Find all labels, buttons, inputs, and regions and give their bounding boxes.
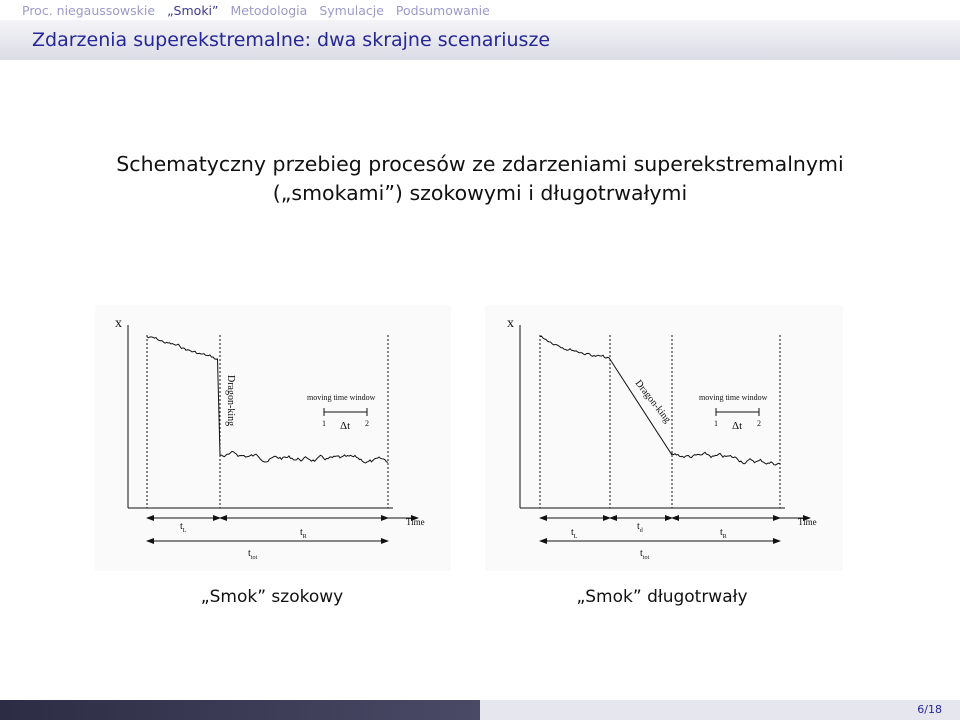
nav-item[interactable]: Metodologia (230, 2, 308, 18)
symbol: t (640, 548, 643, 559)
nav-item[interactable]: Podsumowanie (395, 2, 490, 18)
slide-title: Zdarzenia superekstremalne: dwa skrajne … (32, 29, 551, 51)
interval-label: td (637, 521, 643, 534)
body-text: Schematyczny przebieg procesów ze zdarze… (0, 150, 960, 208)
subscript: R (303, 534, 307, 540)
window-start: 1 (714, 419, 718, 428)
subscript: L (574, 534, 578, 540)
symbol: t (180, 521, 183, 532)
nav-item[interactable]: Symulacje (319, 2, 384, 18)
footer: 6/18 (0, 700, 960, 720)
caption: „Smok” szokowy (200, 587, 344, 607)
window-delta: Δt (732, 420, 742, 432)
dragon-king-label: Dragon-king (225, 375, 236, 426)
footer-left (0, 700, 480, 720)
window-end: 2 (365, 419, 369, 428)
page-number: 6/18 (917, 703, 942, 716)
symbol: t (637, 521, 640, 532)
interval-label: tL (571, 527, 578, 540)
subscript: L (183, 528, 187, 534)
subscript: tot (251, 555, 258, 561)
subscript: R (723, 534, 727, 540)
interval-label: tR (720, 527, 727, 540)
nav-item[interactable]: „Smoki” (167, 2, 219, 18)
window-title: moving time window (699, 393, 768, 402)
figure-background (485, 305, 843, 571)
subscript: tot (643, 555, 650, 561)
subscript: d (640, 528, 643, 534)
axis-label: x (507, 316, 514, 331)
curve (146, 336, 389, 464)
nav-bar: Proc. niegaussowskie „Smoki” Metodologia… (0, 0, 960, 20)
symbol: t (300, 527, 303, 538)
interval-label: tR (300, 527, 307, 540)
window-delta: Δt (340, 420, 350, 432)
text-line: Schematyczny przebieg procesów ze zdarze… (116, 152, 844, 176)
nav-item[interactable]: Proc. niegaussowskie (22, 2, 156, 18)
header: Zdarzenia superekstremalne: dwa skrajne … (0, 20, 960, 60)
interval-label: ttot (248, 548, 257, 561)
symbol: t (571, 527, 574, 538)
interval-label: ttot (640, 548, 649, 561)
curve (539, 335, 781, 466)
axis-label: x (115, 316, 122, 331)
symbol: t (248, 548, 251, 559)
figure-background (95, 305, 451, 571)
window-end: 2 (757, 419, 761, 428)
time-label: Time (798, 517, 817, 527)
footer-right: 6/18 (480, 700, 960, 720)
window-start: 1 (322, 419, 326, 428)
time-label: Time (406, 517, 425, 527)
window-title: moving time window (307, 393, 376, 402)
caption: „Smok” długotrwały (576, 587, 748, 607)
symbol: t (720, 527, 723, 538)
text-line: („smokami”) szokowymi i długotrwałymi (272, 181, 688, 205)
interval-label: tL (180, 521, 187, 534)
